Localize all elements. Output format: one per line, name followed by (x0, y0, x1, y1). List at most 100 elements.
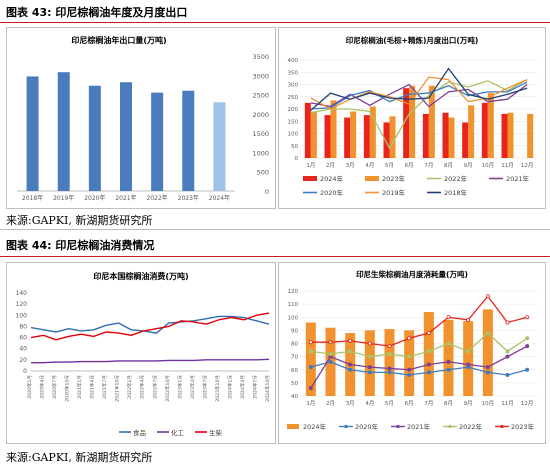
legend-marker (396, 424, 400, 429)
series-point (466, 362, 471, 367)
series-point (308, 349, 313, 354)
figure-44-label: 图表 44: (6, 239, 52, 252)
series-point (466, 349, 471, 354)
x-tick-label: 2023年1月 (176, 375, 183, 399)
bar (487, 93, 494, 158)
series-point (348, 349, 353, 354)
x-tick-label: 2024年 (209, 194, 230, 202)
x-tick-label: 2023年7月 (201, 375, 208, 399)
legend-label: 2020年 (355, 422, 379, 431)
x-tick-label: 8月 (444, 162, 453, 169)
bar (443, 319, 454, 396)
y-tick-label: 250 (288, 95, 299, 101)
series-point (485, 331, 490, 336)
x-tick-label: 5月 (385, 162, 394, 169)
x-tick-label: 2020年 (84, 194, 105, 202)
x-tick-label: 2020年4月 (39, 375, 46, 399)
series-point (387, 370, 392, 375)
figure-43-label: 图表 43: (6, 6, 52, 19)
y-tick-label: 100 (288, 132, 299, 138)
legend-label: 2024年 (303, 422, 327, 431)
legend-marker (344, 424, 348, 429)
x-tick-label: 2024年10月 (264, 375, 271, 402)
x-tick-label: 1月 (306, 162, 315, 169)
x-tick-label: 2020年10月 (64, 375, 71, 402)
bar (305, 322, 316, 396)
y-tick-label: 500 (257, 169, 269, 177)
series-line (30, 315, 270, 334)
y-tick-label: 150 (288, 119, 299, 125)
y-tick-label: 60 (291, 368, 298, 374)
series-point (367, 365, 372, 370)
bar (507, 112, 514, 158)
bar (182, 90, 195, 191)
y-tick-label: 80 (19, 323, 27, 330)
x-tick-label: 2022年4月 (139, 375, 146, 399)
y-tick-label: 1500 (252, 130, 269, 138)
x-tick-label: 4月 (365, 400, 374, 407)
legend-label: 2021年 (407, 422, 431, 431)
series-line (310, 79, 528, 150)
series-point (426, 370, 431, 375)
y-tick-label: 400 (288, 58, 299, 64)
series-line (310, 332, 528, 358)
bar (364, 330, 375, 396)
bar (310, 111, 317, 158)
y-tick-label: 50 (291, 144, 298, 150)
bar (350, 111, 357, 158)
bar (304, 102, 311, 158)
bar (448, 117, 455, 158)
x-tick-label: 2022年10月 (164, 375, 171, 402)
series-point (485, 370, 490, 375)
x-tick-label: 7月 (424, 162, 433, 169)
x-tick-label: 2021年7月 (101, 375, 108, 399)
x-tick-label: 2024年4月 (239, 375, 246, 399)
legend-swatch (287, 424, 299, 429)
x-tick-label: 10月 (482, 162, 495, 169)
series-point (328, 340, 333, 345)
bar (462, 122, 469, 158)
bar (324, 115, 331, 158)
y-tick-label: 60 (19, 335, 27, 342)
figure-43-bottom-rule (0, 229, 550, 230)
legend-label: 2019年 (382, 188, 406, 197)
x-tick-label: 10月 (482, 400, 495, 407)
x-tick-label: 9月 (464, 400, 473, 407)
y-tick-label: 3000 (252, 72, 269, 80)
series-point (505, 320, 510, 325)
series-point (348, 367, 353, 372)
y-tick-label: 2000 (252, 111, 269, 119)
y-tick-label: 3500 (252, 53, 269, 61)
x-tick-label: 7月 (424, 400, 433, 407)
x-tick-label: 2022年7月 (151, 375, 158, 399)
series-line (310, 76, 528, 110)
figure-43-title-text: 印尼棕榈油年度及月度出口 (55, 6, 188, 19)
y-tick-label: 80 (291, 342, 298, 348)
series-point (367, 341, 372, 346)
x-tick-label: 2021年10月 (114, 375, 121, 402)
bar (384, 329, 395, 396)
x-tick-label: 6月 (405, 400, 414, 407)
legend-swatch (365, 176, 379, 181)
bar (481, 102, 488, 158)
bar (442, 112, 449, 158)
series-point (426, 362, 431, 367)
y-tick-label: 2500 (252, 92, 269, 100)
figure-44-title-text: 印尼棕榈油消费情况 (55, 239, 155, 252)
series-point (466, 317, 471, 322)
bar (422, 113, 429, 158)
series-point (367, 370, 372, 375)
series-point (387, 366, 392, 371)
series-point (525, 344, 530, 349)
series-point (485, 294, 490, 299)
figure-43-rule (0, 22, 550, 23)
x-tick-label: 2023年10月 (214, 375, 221, 402)
x-tick-label: 9月 (464, 162, 473, 169)
x-tick-label: 11月 (501, 400, 514, 407)
y-tick-label: 200 (288, 107, 299, 113)
legend-label: 2023年 (382, 174, 406, 183)
series-point (525, 336, 530, 341)
y-tick-label: 300 (288, 83, 299, 89)
legend-label: 2022年 (459, 422, 483, 431)
chart-title: 印尼本国棕榈油消费(万吨) (93, 271, 188, 281)
